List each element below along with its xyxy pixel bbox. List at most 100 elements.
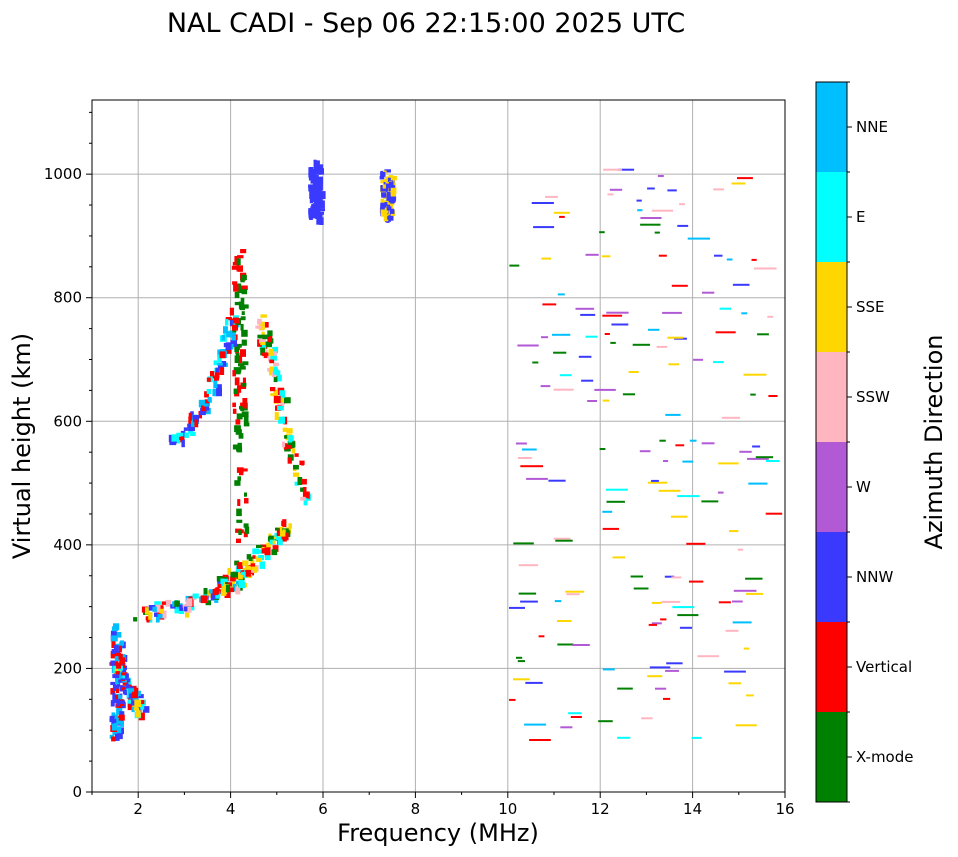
echo-point: [145, 607, 149, 615]
echo-point: [667, 189, 677, 192]
echo-point: [570, 716, 582, 718]
echo-point: [223, 326, 228, 334]
echo-point: [682, 460, 694, 463]
echo-point: [237, 442, 242, 450]
echo-point: [714, 254, 723, 257]
echo-point: [188, 412, 192, 421]
echo-point: [312, 179, 317, 184]
echo-point: [667, 336, 684, 339]
echo-point: [260, 544, 267, 549]
echo-point: [111, 721, 116, 726]
echo-point: [312, 190, 319, 197]
echo-point: [182, 604, 187, 608]
echo-point: [242, 383, 247, 387]
echo-point: [224, 590, 231, 598]
echo-point: [210, 371, 215, 379]
echo-point: [112, 699, 120, 704]
echo-point: [115, 688, 120, 694]
echo-point: [741, 312, 748, 315]
echo-point: [136, 690, 141, 696]
echo-point: [119, 700, 126, 704]
echo-point: [240, 349, 246, 357]
colorbar-tick-label: X-mode: [856, 748, 913, 766]
colorbar-tick-label: E: [856, 208, 865, 226]
echo-point: [278, 416, 286, 424]
echo-point: [127, 702, 133, 711]
echo-point: [134, 687, 139, 695]
echo-point: [666, 662, 683, 665]
echo-point: [251, 563, 256, 571]
echo-point: [747, 457, 769, 460]
echo-point: [284, 443, 291, 452]
echo-point: [234, 346, 239, 353]
echo-point: [221, 578, 228, 582]
echo-point: [238, 301, 243, 309]
echo-point: [178, 610, 185, 614]
echo-point: [114, 726, 122, 734]
echo-point: [677, 495, 700, 498]
echo-point: [241, 329, 248, 337]
echo-point: [390, 190, 396, 197]
echo-point: [605, 488, 628, 491]
echo-point: [111, 640, 116, 648]
echo-point: [234, 291, 240, 299]
echo-point: [240, 316, 246, 321]
echo-point: [387, 177, 394, 184]
echo-point: [315, 167, 322, 175]
echo-point: [122, 682, 126, 686]
echo-point: [609, 188, 623, 191]
y-tick-label: 200: [53, 659, 82, 677]
echo-point: [314, 175, 319, 182]
echo-point: [225, 584, 231, 593]
echo-point: [128, 688, 135, 694]
echo-point: [225, 319, 229, 326]
echo-point: [701, 442, 715, 445]
echo-point: [612, 556, 626, 559]
echo-point: [606, 311, 629, 314]
echo-point: [509, 606, 525, 609]
y-axis: 0 200 400 600 800 1000: [44, 111, 92, 801]
echo-point: [767, 315, 774, 318]
echo-point: [541, 257, 552, 260]
echo-point: [112, 674, 120, 679]
echo-point: [231, 579, 236, 587]
echo-point: [122, 689, 127, 695]
echo-point: [655, 687, 667, 690]
echo-point: [237, 343, 242, 348]
echo-point: [308, 186, 315, 192]
echo-point: [389, 181, 394, 188]
echo-point: [226, 331, 233, 338]
echo-point: [241, 411, 249, 418]
echo-point: [553, 388, 574, 391]
echo-point: [291, 441, 296, 448]
echo-point: [204, 391, 209, 398]
echo-point: [236, 508, 242, 517]
echo-point: [677, 614, 699, 617]
echo-point: [294, 453, 299, 457]
echo-point: [602, 510, 613, 513]
echo-point: [233, 284, 239, 292]
echo-point: [266, 542, 271, 549]
echo-point: [575, 307, 595, 310]
echo-point: [239, 366, 246, 370]
echo-point: [555, 539, 573, 542]
echo-point: [308, 167, 312, 175]
echo-point: [607, 193, 614, 196]
echo-point: [524, 723, 547, 726]
echo-point: [671, 576, 682, 579]
echo-point: [236, 413, 243, 420]
echo-point: [273, 374, 278, 383]
echo-point: [217, 362, 223, 366]
echo-point: [210, 593, 215, 601]
echo-point: [234, 256, 239, 264]
echo-point: [272, 346, 279, 354]
echo-point: [641, 717, 653, 720]
echo-point: [718, 601, 731, 604]
echo-point: [238, 433, 244, 439]
echo-point: [192, 414, 199, 423]
echo-point: [559, 215, 565, 218]
echo-point: [114, 656, 120, 662]
echo-point: [156, 613, 163, 619]
echo-point: [611, 323, 629, 326]
echo-point: [174, 606, 180, 614]
